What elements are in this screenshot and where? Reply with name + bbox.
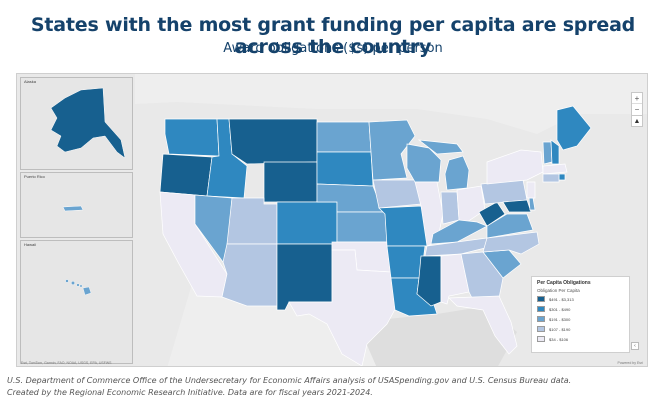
- legend-swatch: [537, 296, 545, 302]
- zoom-in-button[interactable]: +: [632, 93, 642, 104]
- state-hawaii[interactable]: [65, 279, 92, 296]
- state-new-hampshire[interactable]: [550, 139, 560, 165]
- state-west-virginia[interactable]: [478, 201, 506, 227]
- state-michigan-up[interactable]: [417, 139, 464, 155]
- legend-label: $191 - $300: [549, 316, 571, 322]
- state-indiana[interactable]: [440, 191, 460, 225]
- map-attribution: Esri, TomTom, Garmin, FAO, NOAA, USGS, E…: [21, 361, 112, 365]
- state-connecticut[interactable]: [542, 173, 560, 183]
- state-utah[interactable]: [226, 197, 278, 245]
- legend-subtitle: Obligation Per Capita: [537, 288, 580, 293]
- puerto-rico-label: Puerto Rico: [24, 174, 45, 179]
- legend-item: $191 - $300: [537, 316, 624, 322]
- territory-puerto-rico[interactable]: [62, 205, 84, 212]
- state-texas[interactable]: [288, 249, 400, 366]
- legend-item: $34 - $106: [537, 336, 624, 342]
- credit-note: Created by the Regional Economic Researc…: [7, 388, 373, 397]
- state-vermont[interactable]: [542, 141, 553, 165]
- hawaii-label: Hawaii: [24, 242, 37, 247]
- state-arizona[interactable]: [221, 243, 278, 307]
- zoom-controls[interactable]: + −: [631, 92, 643, 116]
- state-new-mexico[interactable]: [276, 243, 333, 311]
- state-alaska[interactable]: [50, 87, 126, 159]
- alaska-inset[interactable]: Alaska: [20, 77, 133, 170]
- state-colorado[interactable]: [276, 201, 338, 245]
- state-michigan[interactable]: [444, 155, 470, 191]
- legend-item: $107 - $190: [537, 326, 624, 332]
- legend-label: $107 - $190: [549, 326, 571, 332]
- state-maine[interactable]: [556, 105, 592, 151]
- legend-toggle-button[interactable]: ‹: [631, 342, 639, 350]
- state-oregon[interactable]: [159, 153, 213, 197]
- alaska-label: Alaska: [24, 79, 37, 84]
- puerto-rico-inset[interactable]: Puerto Rico: [20, 172, 133, 238]
- legend-swatch: [537, 326, 545, 332]
- legend-title: Per Capita Obligations: [537, 280, 591, 286]
- state-massachusetts[interactable]: [542, 163, 568, 175]
- state-south-dakota[interactable]: [316, 151, 374, 187]
- zoom-out-button[interactable]: −: [634, 105, 640, 114]
- state-ohio[interactable]: [456, 185, 486, 223]
- state-new-jersey[interactable]: [526, 181, 536, 199]
- compass-icon[interactable]: ▲: [631, 115, 643, 127]
- state-wyoming[interactable]: [263, 161, 318, 203]
- state-washington[interactable]: [164, 118, 220, 157]
- legend-item: $491 - $3,313: [537, 296, 624, 302]
- legend-label: $491 - $3,313: [549, 296, 574, 302]
- legend-label: $301 - $490: [549, 306, 571, 312]
- chart-title: States with the most grant funding per c…: [30, 14, 636, 58]
- legend-swatch: [537, 306, 545, 312]
- state-minnesota[interactable]: [368, 119, 416, 181]
- powered-by[interactable]: Powered by Esri: [617, 361, 643, 365]
- state-tennessee[interactable]: [424, 237, 494, 257]
- state-montana[interactable]: [228, 118, 318, 165]
- legend-item: $301 - $490: [537, 306, 624, 312]
- legend-swatch: [537, 316, 545, 322]
- hawaii-inset[interactable]: Hawaii: [20, 240, 133, 364]
- state-maryland[interactable]: [502, 199, 532, 213]
- state-north-dakota[interactable]: [316, 121, 372, 153]
- state-north-carolina[interactable]: [482, 231, 540, 255]
- source-note: U.S. Department of Commerce Office of th…: [7, 376, 572, 385]
- map-view[interactable]: Alaska Puerto Rico Hawaii + − ▲ Per: [16, 73, 648, 367]
- state-iowa[interactable]: [372, 179, 422, 209]
- legend-swatch: [537, 336, 545, 342]
- state-florida[interactable]: [448, 295, 518, 355]
- state-virginia[interactable]: [486, 213, 534, 239]
- legend-label: $34 - $106: [549, 336, 569, 342]
- state-rhode-island[interactable]: [558, 173, 566, 181]
- legend-panel: Per Capita Obligations Obligation Per Ca…: [531, 276, 630, 353]
- state-kansas[interactable]: [336, 211, 388, 243]
- chart-subtitle: Award obligations ($s) per person: [223, 41, 443, 56]
